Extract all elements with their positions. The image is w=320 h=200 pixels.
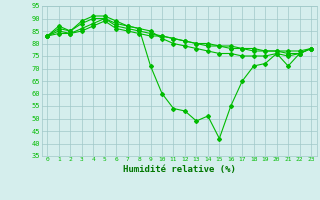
- X-axis label: Humidité relative (%): Humidité relative (%): [123, 165, 236, 174]
